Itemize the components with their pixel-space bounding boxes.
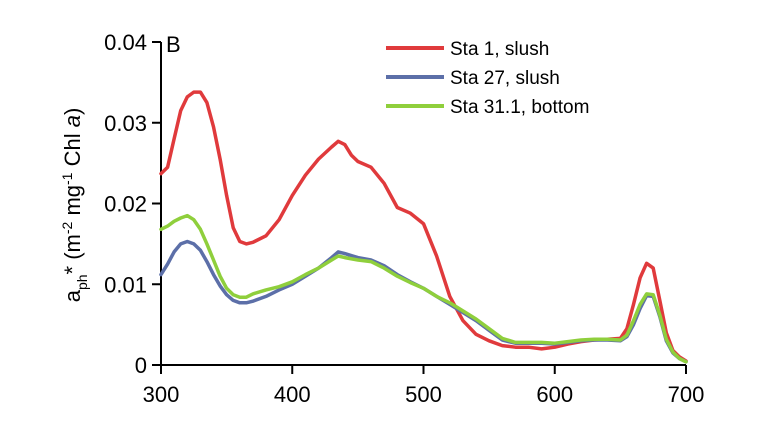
y-label-part: a [60, 115, 85, 127]
y-tick-label: 0.02 [104, 192, 147, 217]
x-tick-label: 500 [405, 382, 442, 407]
series-line-3 [159, 213, 688, 364]
y-ticks: 0 0.01 0.02 0.03 0.04 [104, 30, 161, 378]
y-tick-label: 0.03 [104, 111, 147, 136]
y-tick-label: 0.01 [104, 272, 147, 297]
legend: Sta 1, slush Sta 27, slush Sta 31.1, botto… [386, 39, 589, 118]
x-ticks: 300 400 500 600 700 [143, 365, 705, 407]
y-tick-label: 0.04 [104, 30, 147, 55]
x-tick-label: 600 [536, 382, 573, 407]
y-axis-label: aph* (m-2 mg-1 Chl a) [59, 108, 90, 303]
series-lines [159, 90, 688, 364]
legend-label-2: Sta 27, slush [450, 68, 560, 89]
legend-label-3: Sta 31.1, bottom [450, 97, 589, 118]
x-tick-label: 300 [143, 382, 180, 407]
x-tick-label: 700 [668, 382, 705, 407]
series-line-1 [159, 90, 688, 363]
y-label-part: Chl [60, 127, 85, 172]
legend-label-1: Sta 1, slush [450, 39, 549, 60]
y-tick-label: 0 [135, 353, 147, 378]
y-label-part: * (m [60, 234, 85, 274]
y-label-part: -1 [59, 172, 75, 185]
y-label-part: -2 [59, 221, 75, 234]
plot-area: 0 0.01 0.02 0.03 0.04 300 400 500 600 700 [104, 30, 704, 407]
series-line-2 [159, 239, 688, 364]
y-label-part: mg [60, 185, 85, 222]
panel-label: B [166, 32, 181, 57]
y-label-part: ph [74, 274, 90, 290]
x-tick-label: 400 [274, 382, 311, 407]
y-label-part: a [60, 289, 85, 302]
y-label-part: ) [60, 108, 85, 115]
